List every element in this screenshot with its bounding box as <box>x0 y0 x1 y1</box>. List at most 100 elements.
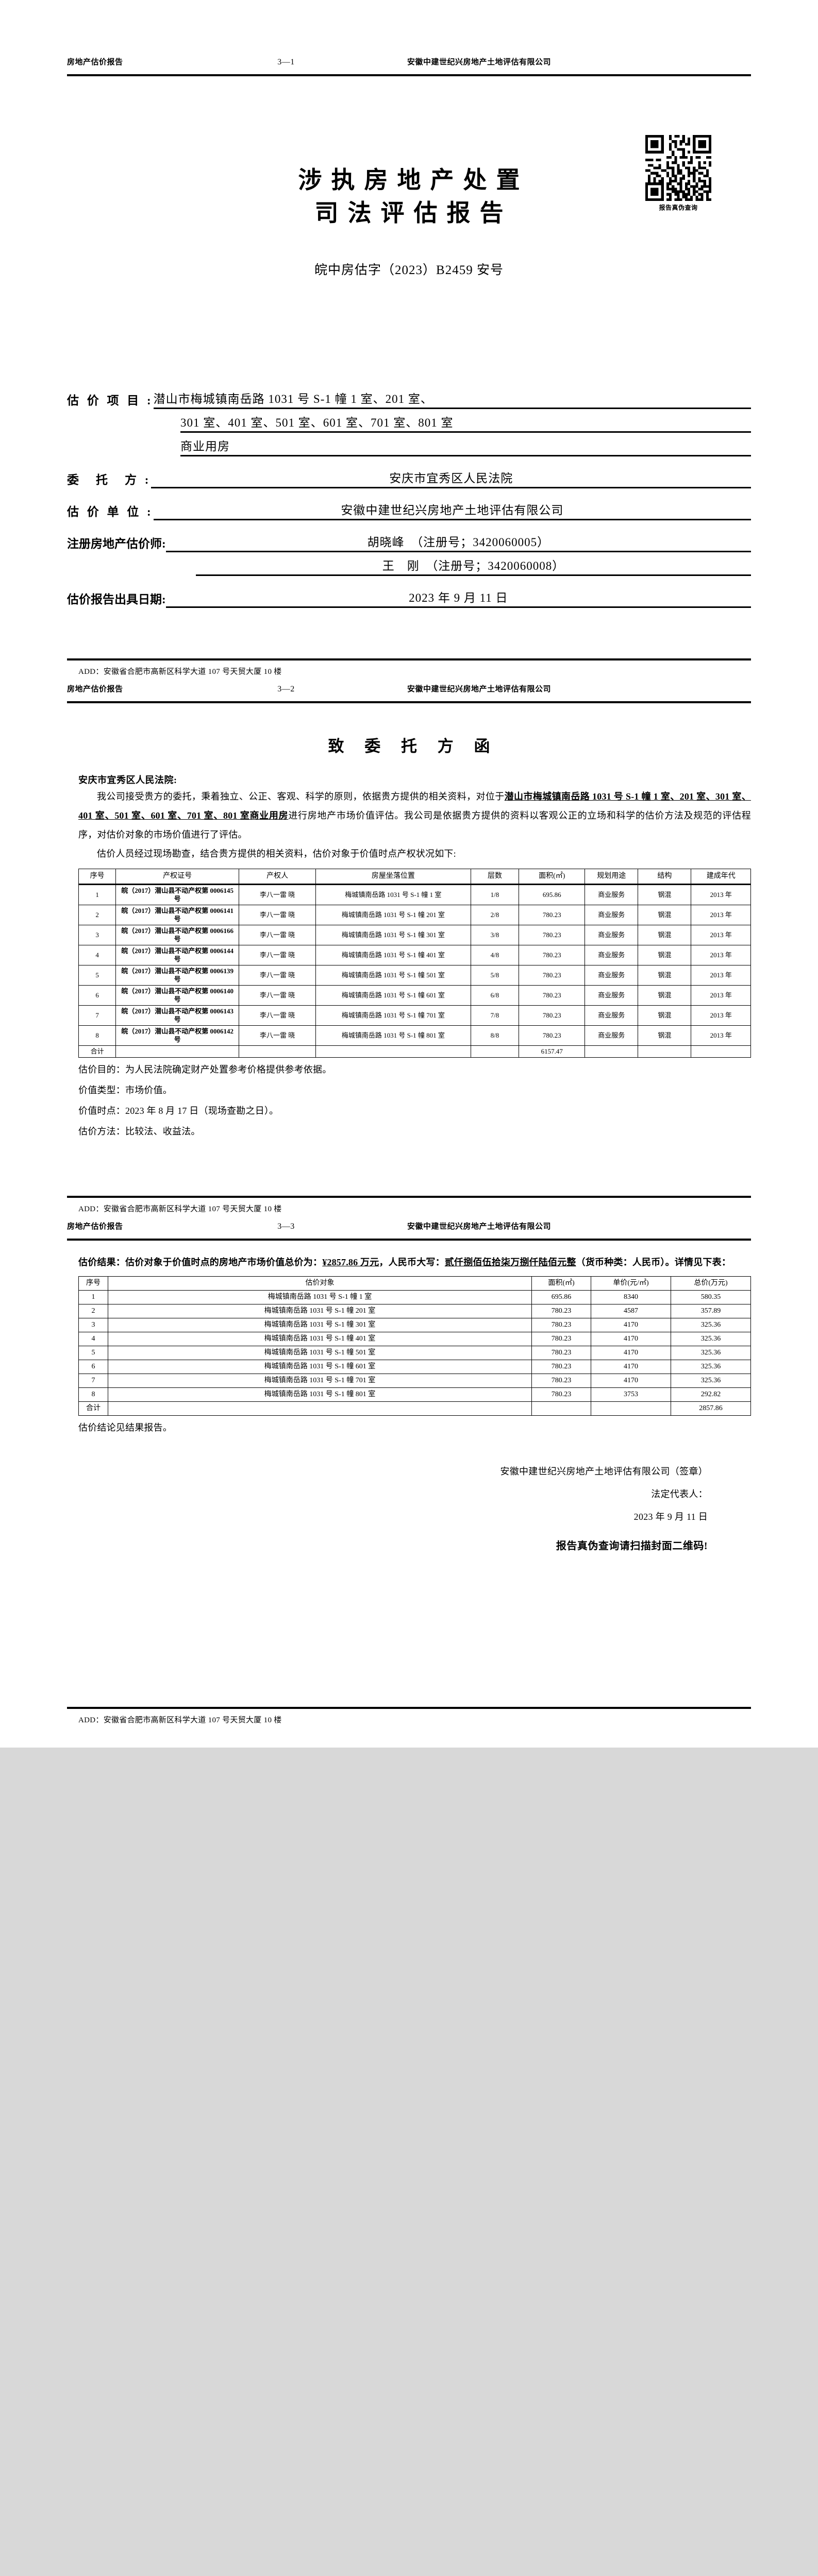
qr-code-block[interactable]: 报告真伪查询 <box>645 135 711 212</box>
total-blank-5 <box>585 1045 639 1058</box>
table-row: 2 皖（2017）潜山县不动产权第 0006141 号李八一雷 晓梅城镇南岳路 1… <box>78 905 751 925</box>
cell-area: 695.86 <box>519 884 586 905</box>
cell-unitprice: 4170 <box>591 1318 671 1332</box>
total-blank-1 <box>115 1045 239 1058</box>
cell-year: 2013 年 <box>691 965 751 986</box>
cell-area: 780.23 <box>519 925 586 945</box>
header-rule <box>67 74 751 76</box>
footer-address-page3: ADD：安徽省合肥市高新区科学大道 107 号天贸大厦 10 楼 <box>78 1716 282 1724</box>
footer-address-cover: ADD：安徽省合肥市高新区科学大道 107 号天贸大厦 10 楼 <box>78 668 282 676</box>
table-row: 1 梅城镇南岳路 1031 号 S-1 幢 1 室 695.86 8340 580.35 <box>78 1290 751 1304</box>
header-doc-type-3: 房地产估价报告 <box>67 1223 123 1231</box>
cell-index: 3 <box>78 925 116 945</box>
cell-subject: 梅城镇南岳路 1031 号 S-1 幢 401 室 <box>108 1332 532 1346</box>
total-label: 合计 <box>78 1045 116 1058</box>
value-timepoint: 价值时点：2023 年 8 月 17 日（现场查勘之日）。 <box>78 1106 279 1116</box>
running-header-page2: 房地产估价报告 3—2 安徽中建世纪兴房地产土地评估有限公司 <box>0 679 818 700</box>
field-client-value: 安庆市宜秀区人民法院 <box>151 468 751 488</box>
cell-owner: 李八一雷 晓 <box>238 925 316 945</box>
header-page-num: 3—1 <box>277 58 295 66</box>
col-use: 规划用途 <box>585 869 639 885</box>
result-text-b: ，人民币大写： <box>379 1257 445 1267</box>
property-detail-table: 序号 产权证号 产权人 房屋坐落位置 层数 面积(㎡) 规划用途 结构 建成年代… <box>78 869 751 1058</box>
cell-area: 780.23 <box>531 1387 591 1402</box>
header-page-num-2: 3—2 <box>277 685 295 693</box>
result-text-c: （货币种类：人民币）。详情见下表： <box>576 1257 731 1267</box>
cell-unitprice: 4170 <box>591 1374 671 1388</box>
para1-part-b: 进行房地产市场价值评估。我公司是依据贵方提供的资料以客观公正的立场和科学的估价方… <box>78 810 751 840</box>
field-issue-date-value: 2023 年 9 月 11 日 <box>165 588 751 608</box>
field-appraiser-value-1: 胡晓峰 （注册号；3420060005） <box>165 532 751 552</box>
cell-floors: 8/8 <box>470 1025 520 1046</box>
cell-location: 梅城镇南岳路 1031 号 S-1 幢 301 室 <box>315 925 471 945</box>
header-company-2: 安徽中建世纪兴房地产土地评估有限公司 <box>407 685 552 693</box>
header-rule-2 <box>67 701 751 703</box>
cell-structure: 钢混 <box>638 905 692 925</box>
cell-area: 780.23 <box>531 1360 591 1374</box>
cell-structure: 钢混 <box>638 925 692 945</box>
field-project: 估 价 项 目 : 潜山市梅城镇南岳路 1031 号 S-1 幢 1 室、201… <box>67 388 751 409</box>
cell-index: 4 <box>78 945 116 965</box>
cell-floors: 7/8 <box>470 1005 520 1026</box>
cover-title-line1: 涉执房地产处置 <box>298 167 529 193</box>
cell-floors: 3/8 <box>470 925 520 945</box>
conclusion-note: 估价结论见结果报告。 <box>78 1422 172 1433</box>
cover-sheet: 房地产估价报告 3—1 安徽中建世纪兴房地产土地评估有限公司 <box>0 0 818 679</box>
cell-index: 1 <box>78 1290 108 1304</box>
col-total: 总价(万元) <box>671 1276 751 1291</box>
qr-code-label: 报告真伪查询 <box>659 204 698 211</box>
total-blank-2 <box>238 1045 316 1058</box>
cell-subject: 梅城镇南岳路 1031 号 S-1 幢 801 室 <box>108 1387 532 1402</box>
cell-location: 梅城镇南岳路 1031 号 S-1 幢 701 室 <box>315 1005 471 1026</box>
cell-area: 780.23 <box>519 985 586 1006</box>
table-row: 5 梅城镇南岳路 1031 号 S-1 幢 501 室 780.23 4170 325.… <box>78 1346 751 1360</box>
valuation-purpose: 估价目的：为人民法院确定财产处置参考价格提供参考依据。 <box>78 1064 332 1075</box>
cell-year: 2013 年 <box>691 985 751 1006</box>
cell-location: 梅城镇南岳路 1031 号 S-1 幢 1 室 <box>315 884 471 905</box>
letter-title: 致 委 托 方 函 <box>328 737 498 755</box>
total-blank-3 <box>315 1045 471 1058</box>
cell-cert: 皖（2017）潜山县不动产权第 0006141 号 <box>115 905 239 925</box>
cell-subject: 梅城镇南岳路 1031 号 S-1 幢 201 室 <box>108 1304 532 1318</box>
qr-code-icon[interactable] <box>645 135 711 201</box>
cell-cert: 皖（2017）潜山县不动产权第 0006144 号 <box>115 945 239 965</box>
cell-total: 325.36 <box>671 1360 751 1374</box>
cell-total: 325.36 <box>671 1346 751 1360</box>
cover-title-line2: 司法评估报告 <box>314 200 513 226</box>
valuation-result-paragraph: 估价结果：估价对象于价值时点的房地产市场价值总价为：¥2857.86 万元，人民… <box>0 1241 818 1272</box>
cell-structure: 钢混 <box>638 965 692 986</box>
col-year: 建成年代 <box>691 869 751 885</box>
cell-owner: 李八一雷 晓 <box>238 884 316 905</box>
cell-owner: 李八一雷 晓 <box>238 985 316 1006</box>
letter-salutation: 安庆市宜秀区人民法院: <box>78 775 177 785</box>
result-amount-chinese: 贰仟捌佰伍拾柒万捌仟陆佰元整 <box>444 1257 576 1267</box>
valuation-method: 估价方法：比较法、收益法。 <box>78 1126 201 1137</box>
para1-underlined: 潜山市梅城镇南岳路 1031 号 S-1 幢 1 室、201 室、301 室、4… <box>78 791 751 821</box>
field-project-label: 估 价 项 目 : <box>67 394 154 407</box>
result-sheet: 房地产估价报告 3—3 安徽中建世纪兴房地产土地评估有限公司 估价结果：估价对象… <box>0 1216 818 1748</box>
footer-rule-cover <box>67 658 751 660</box>
col-floors: 层数 <box>470 869 520 885</box>
cell-use: 商业服务 <box>585 945 639 965</box>
letter-paragraph-2: 估价人员经过现场勘查，结合贵方提供的相关资料，估价对象于价值时点产权状况如下: <box>97 849 456 859</box>
col-location: 房屋坐落位置 <box>315 869 471 885</box>
field-appraiser-label: 注册房地产估价师: <box>67 537 166 550</box>
total-value: 2857.86 <box>671 1401 751 1416</box>
cell-structure: 钢混 <box>638 1025 692 1046</box>
table-total-row: 合计 6157.47 <box>78 1045 751 1058</box>
cell-total: 325.36 <box>671 1318 751 1332</box>
cell-structure: 钢混 <box>638 945 692 965</box>
cell-unitprice: 4587 <box>591 1304 671 1318</box>
cell-index: 2 <box>78 1304 108 1318</box>
total-blank-3 <box>591 1401 671 1416</box>
footer-rule-page3 <box>67 1707 751 1709</box>
cell-location: 梅城镇南岳路 1031 号 S-1 幢 601 室 <box>315 985 471 1006</box>
cell-index: 5 <box>78 965 116 986</box>
cell-area: 780.23 <box>519 1025 586 1046</box>
cell-index: 2 <box>78 905 116 925</box>
qr-verify-note: 报告真伪查询请扫描封面二维码! <box>556 1540 708 1552</box>
cell-location: 梅城镇南岳路 1031 号 S-1 幢 201 室 <box>315 905 471 925</box>
cell-subject: 梅城镇南岳路 1031 号 S-1 幢 301 室 <box>108 1318 532 1332</box>
field-firm: 估 价 单 位 : 安徽中建世纪兴房地产土地评估有限公司 <box>67 500 751 520</box>
field-firm-value: 安徽中建世纪兴房地产土地评估有限公司 <box>153 500 751 520</box>
